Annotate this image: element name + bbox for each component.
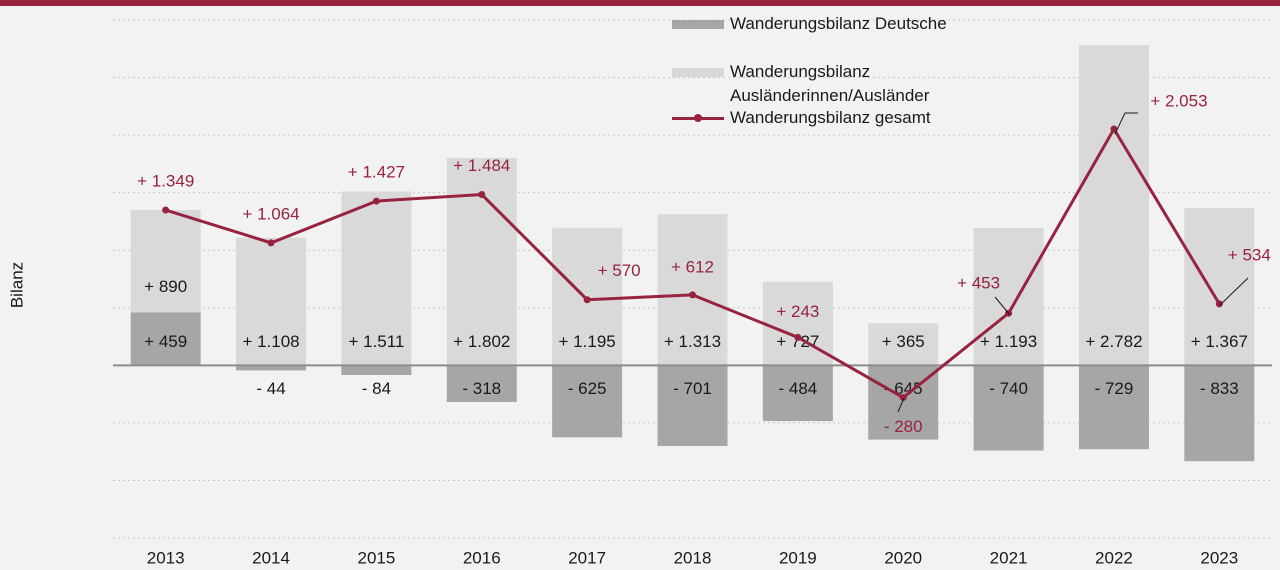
bar [1078, 365, 1149, 450]
x-tick-label: 2020 [884, 548, 922, 567]
x-tick-label: 2022 [1095, 548, 1133, 567]
bar [341, 365, 412, 376]
leader-line [994, 296, 1011, 316]
bar-value-label: + 1.313 [664, 332, 721, 351]
line-value-label: + 1.349 [137, 172, 194, 191]
y-axis-label: Bilanz [7, 262, 26, 308]
x-tick-label: 2014 [252, 548, 290, 567]
line-value-label: + 2.053 [1150, 91, 1207, 110]
legend: Wanderungsbilanz Deutsche Wanderungsbilan… [672, 12, 990, 130]
bar [973, 365, 1044, 451]
line-point [583, 296, 591, 304]
x-tick-label: 2013 [147, 548, 185, 567]
bar-value-label: + 1.367 [1191, 332, 1248, 351]
x-tick-label: 2016 [463, 548, 501, 567]
line-point [267, 239, 275, 247]
legend-item: Wanderungsbilanz Deutsche [672, 12, 990, 36]
x-tick-label: 2021 [990, 548, 1028, 567]
line-value-label: + 612 [671, 257, 714, 276]
bar [130, 312, 201, 366]
bar-value-label: - 740 [989, 379, 1028, 398]
line-point [162, 206, 170, 214]
bar-value-label: + 727 [776, 332, 819, 351]
bar [1184, 207, 1255, 366]
line-value-label: + 570 [598, 261, 641, 280]
leader-line [1114, 112, 1138, 135]
x-tick-label: 2017 [568, 548, 606, 567]
line-point [689, 291, 696, 299]
legend-swatch [672, 68, 724, 77]
bar-value-label: + 459 [144, 332, 187, 351]
bar-value-label: + 1.511 [348, 332, 404, 351]
bar-value-label: + 1.195 [559, 332, 616, 351]
line-point [899, 394, 907, 402]
legend-item: Wanderungsbilanz gesamt [672, 106, 990, 130]
bar-value-label: - 318 [462, 379, 501, 398]
line-point [478, 191, 486, 199]
bar [657, 214, 728, 366]
bar [657, 365, 728, 447]
bar-value-label: - 84 [362, 379, 391, 398]
line-value-label: + 243 [776, 302, 819, 321]
bar [1184, 365, 1255, 462]
bar-value-label: + 890 [144, 277, 187, 296]
legend-label: Wanderungsbilanz Ausländerinnen/Auslände… [730, 62, 930, 105]
x-tick-label: 2019 [779, 548, 817, 567]
line-value-label: - 280 [884, 417, 923, 436]
line-point [794, 333, 802, 341]
bar [868, 323, 939, 366]
line-value-label: + 1.064 [242, 204, 299, 223]
x-tick-label: 2018 [674, 548, 712, 567]
legend-swatch [672, 114, 724, 122]
bar-value-label: - 833 [1200, 379, 1239, 398]
bar-value-label: - 701 [673, 379, 712, 398]
bar-value-label: + 365 [882, 332, 925, 351]
leader-line [897, 397, 905, 413]
bar-value-label: - 484 [778, 379, 817, 398]
legend-dot [694, 114, 702, 122]
line-point [1110, 125, 1118, 133]
bar-value-label: + 2.782 [1085, 332, 1142, 351]
bar-value-label: + 1.802 [453, 332, 510, 351]
legend-label: Wanderungsbilanz Deutsche [730, 14, 947, 33]
legend-swatch [672, 20, 724, 29]
line-value-label: + 453 [957, 274, 1000, 293]
bar [1078, 45, 1149, 366]
bar [762, 365, 833, 422]
line-point [1215, 300, 1223, 308]
x-tick-label: 2023 [1200, 548, 1238, 567]
legend-label: Wanderungsbilanz gesamt [730, 108, 931, 127]
bars [130, 45, 1255, 462]
bar [236, 237, 307, 366]
line-value-label: + 1.484 [453, 156, 510, 175]
bar [341, 191, 412, 366]
leader-line [1219, 277, 1249, 306]
bar [552, 365, 623, 438]
top-band [0, 0, 1280, 6]
bar [130, 210, 201, 313]
bar-value-label: - 729 [1095, 379, 1134, 398]
bar-value-label: + 1.108 [242, 332, 299, 351]
line-value-label: + 1.427 [348, 163, 405, 182]
bar-value-label: + 1.193 [980, 332, 1037, 351]
legend-item: Wanderungsbilanz Ausländerinnen/Auslände… [672, 60, 960, 108]
bar [446, 365, 517, 402]
bar-value-label: - 625 [568, 379, 607, 398]
bar [973, 228, 1044, 366]
bar [236, 365, 307, 371]
line-value-label: + 534 [1228, 245, 1271, 264]
bar-value-label: - 44 [256, 379, 285, 398]
x-tick-label: 2015 [357, 548, 395, 567]
line-point [372, 197, 380, 205]
